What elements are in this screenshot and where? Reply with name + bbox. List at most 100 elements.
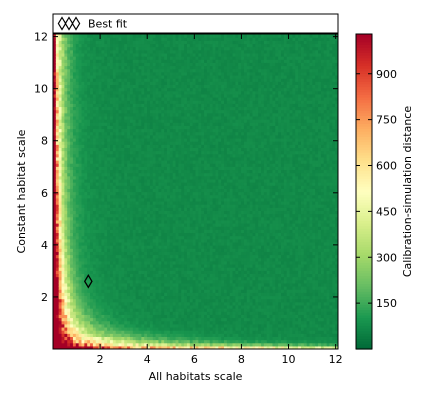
heatmap-cell [138, 185, 142, 189]
heatmap-cell [90, 134, 94, 139]
heatmap-cell [95, 276, 100, 281]
heatmap-cell [186, 182, 191, 186]
heatmap-cell [70, 251, 74, 256]
heatmap-cell [129, 160, 134, 164]
heatmap-cell [58, 311, 63, 315]
heatmap-cell [184, 260, 188, 265]
heatmap-cell [112, 78, 117, 82]
heatmap-cell [81, 257, 85, 262]
heatmap-cell [107, 345, 111, 349]
heatmap-cell [107, 160, 111, 164]
heatmap-cell [58, 245, 63, 249]
heatmap-cell [104, 326, 108, 331]
heatmap-cell [84, 342, 88, 347]
heatmap-cell [58, 210, 63, 215]
heatmap-cell [64, 52, 68, 57]
heatmap-cell [121, 194, 125, 199]
heatmap-cell [141, 160, 145, 164]
heatmap-cell [110, 112, 114, 117]
heatmap-cell [152, 223, 157, 227]
heatmap-cell [92, 144, 97, 148]
heatmap-cell [178, 84, 182, 89]
heatmap-cell [147, 37, 151, 41]
heatmap-cell [129, 46, 134, 51]
heatmap-cell [110, 251, 114, 256]
heatmap-cell [152, 112, 157, 117]
heatmap-cell [84, 93, 88, 98]
heatmap-cell [124, 229, 128, 234]
heatmap-cell [72, 87, 77, 92]
heatmap-cell [98, 339, 103, 344]
heatmap-cell [184, 263, 188, 268]
heatmap-cell [81, 59, 85, 63]
heatmap-cell [181, 62, 185, 67]
heatmap-cell [186, 279, 191, 284]
heatmap-cell [149, 279, 154, 284]
heatmap-cell [152, 267, 157, 271]
heatmap-cell [149, 74, 154, 79]
heatmap-cell [81, 40, 85, 45]
heatmap-cell [75, 304, 80, 309]
heatmap-cell [78, 210, 83, 215]
heatmap-cell [107, 37, 111, 41]
heatmap-cell [152, 229, 157, 234]
heatmap-cell [90, 119, 94, 123]
heatmap-cell [186, 282, 191, 287]
heatmap-cell [112, 141, 117, 145]
heatmap-cell [78, 263, 83, 268]
heatmap-cell [172, 323, 177, 328]
heatmap-cell [78, 137, 83, 142]
heatmap-cell [172, 270, 177, 274]
heatmap-cell [64, 172, 68, 177]
heatmap-cell [175, 46, 179, 51]
heatmap-cell [118, 263, 122, 268]
heatmap-cell [178, 147, 182, 152]
heatmap-cell [118, 56, 122, 60]
heatmap-cell [67, 97, 71, 101]
heatmap-cell [158, 204, 162, 208]
heatmap-cell [144, 62, 148, 67]
heatmap-cell [81, 317, 85, 322]
heatmap-cell [72, 106, 77, 111]
heatmap-cell [132, 330, 137, 334]
heatmap-cell [84, 323, 88, 328]
heatmap-cell [121, 106, 125, 111]
heatmap-cell [87, 213, 91, 218]
heatmap-cell [104, 131, 108, 136]
heatmap-cell [61, 87, 65, 92]
heatmap-cell [75, 160, 80, 164]
heatmap-cell [101, 59, 105, 63]
heatmap-cell [90, 182, 94, 186]
heatmap-cell [61, 52, 65, 57]
heatmap-cell [138, 226, 142, 230]
heatmap-cell [186, 267, 191, 271]
heatmap-cell [138, 235, 142, 240]
heatmap-cell [90, 298, 94, 303]
heatmap-cell [149, 197, 154, 202]
heatmap-cell [78, 330, 83, 334]
heatmap-cell [72, 43, 77, 48]
heatmap-cell [107, 289, 111, 293]
heatmap-cell [184, 46, 188, 51]
heatmap-cell [141, 147, 145, 152]
heatmap-cell [124, 241, 128, 246]
heatmap-cell [186, 103, 191, 108]
heatmap-cell [107, 298, 111, 303]
heatmap-cell [110, 223, 114, 227]
heatmap-cell [172, 56, 177, 60]
heatmap-cell [118, 279, 122, 284]
heatmap-cell [129, 251, 134, 256]
heatmap-cell [78, 68, 83, 73]
heatmap-cell [189, 52, 194, 57]
heatmap-cell [115, 298, 120, 303]
heatmap-cell [58, 326, 63, 331]
heatmap-cell [55, 333, 60, 337]
heatmap-cell [152, 182, 157, 186]
heatmap-cell [53, 153, 57, 158]
heatmap-cell [186, 216, 191, 221]
heatmap-cell [121, 172, 125, 177]
heatmap-cell [158, 207, 162, 211]
heatmap-cell [172, 229, 177, 234]
heatmap-cell [112, 241, 117, 246]
heatmap-cell [141, 226, 145, 230]
